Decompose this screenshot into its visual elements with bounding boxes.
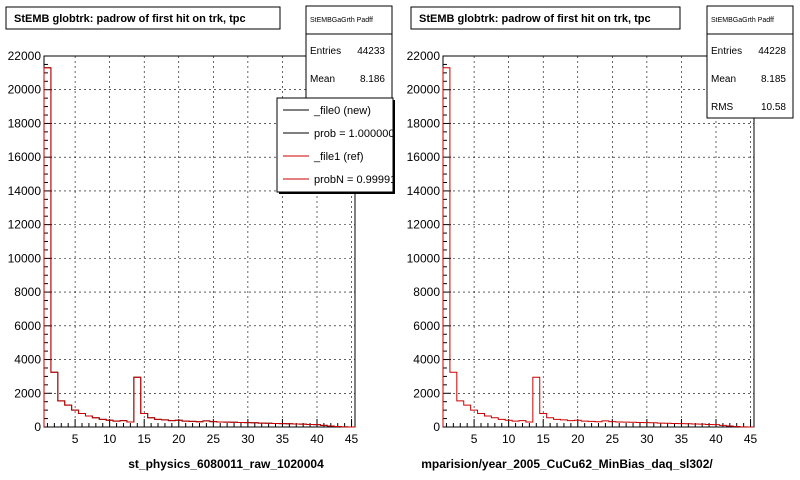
y-tick-label: 8000 <box>14 285 41 299</box>
stats-value-mean: 8.185 <box>761 74 786 85</box>
x-tick-label: 40 <box>310 432 324 446</box>
histogram-panel-2: 5 10 15 20 25 30 35 40 45 0 2000 4000 6000 8000 10000 1… <box>407 5 794 471</box>
legend-frame <box>276 97 394 193</box>
x-tick-label: 20 <box>571 432 585 446</box>
y-tick-label: 22000 <box>8 49 42 63</box>
stats-value-rms: 10.58 <box>761 102 786 113</box>
x-tick-label: 25 <box>606 432 620 446</box>
y-tick-label: 0 <box>433 420 440 434</box>
stats-box: StEMBGaGrth Padff Entries 44228 Mean 8.185 RM… <box>706 5 794 119</box>
y-tick-label: 6000 <box>413 319 440 333</box>
y-tick-label: 20000 <box>407 83 441 97</box>
y-tick-label: 22000 <box>407 49 441 63</box>
x-tick-label: 15 <box>138 432 152 446</box>
x-tick-label: 35 <box>675 432 689 446</box>
y-tick-label: 18000 <box>407 116 441 130</box>
x-tick-label: 40 <box>709 432 723 446</box>
x-tick-label: 35 <box>276 432 290 446</box>
plot-title: StEMB globtrk: padrow of first hit on tr… <box>419 13 651 25</box>
x-axis-title: st_physics_6080011_raw_1020004 <box>128 457 324 471</box>
y-tick-label: 4000 <box>14 353 41 367</box>
stats-box-frame <box>706 5 794 119</box>
x-axis-title: mparision/year_2005_CuCu62_MinBias_daq_s… <box>421 457 713 471</box>
x-tick-label: 25 <box>207 432 221 446</box>
title-box: StEMB globtrk: padrow of first hit on tr… <box>5 6 281 30</box>
legend-label-4: probN = 0.99991 <box>314 174 396 186</box>
title-box-frame <box>410 6 681 30</box>
x-tick-label: 20 <box>172 432 186 446</box>
y-tick-label: 14000 <box>8 184 42 198</box>
stats-value-entries: 44233 <box>357 46 385 57</box>
histogram-series-1 <box>442 67 754 428</box>
x-tick-label: 10 <box>502 432 516 446</box>
y-tick-label: 8000 <box>413 285 440 299</box>
title-box: StEMB globtrk: padrow of first hit on tr… <box>410 6 681 30</box>
x-tick-label: 30 <box>241 432 255 446</box>
y-tick-label: 2000 <box>413 386 440 400</box>
x-tick-label: 45 <box>345 432 359 446</box>
histogram-panel-1: 5 10 15 20 25 30 35 40 45 0 2000 4000 6000 8000 10000 1… <box>5 5 396 471</box>
stats-name: StEMBGaGrth Padff <box>310 17 373 24</box>
x-tick-label: 30 <box>640 432 654 446</box>
legend-entries: _file0 (new) prob = 1.000000 _file1 (ref) p… <box>283 105 396 186</box>
x-tick-label: 5 <box>471 432 478 446</box>
y-tick-label: 16000 <box>8 150 42 164</box>
stats-label-mean: Mean <box>711 74 736 85</box>
plot-title: StEMB globtrk: padrow of first hit on tr… <box>14 13 246 25</box>
stats-label-entries: Entries <box>711 46 742 57</box>
x-tick-label: 10 <box>103 432 117 446</box>
x-tick-label: 5 <box>72 432 79 446</box>
stats-label-mean: Mean <box>310 74 335 85</box>
y-tick-label: 2000 <box>14 386 41 400</box>
stats-label-rms: RMS <box>711 102 734 113</box>
x-tick-label: 15 <box>537 432 551 446</box>
stats-value-mean: 8.186 <box>360 74 385 85</box>
legend-label-1: _file0 (new) <box>313 105 371 117</box>
y-tick-label: 10000 <box>8 251 42 265</box>
y-tick-label: 6000 <box>14 319 41 333</box>
y-tick-label: 14000 <box>407 184 441 198</box>
y-tick-label: 0 <box>34 420 41 434</box>
stats-name: StEMBGaGrth Padff <box>711 17 774 24</box>
y-tick-label: 16000 <box>407 150 441 164</box>
y-tick-label: 20000 <box>8 83 42 97</box>
y-tick-label: 18000 <box>8 116 42 130</box>
y-tick-label: 4000 <box>413 353 440 367</box>
legend-box: _file0 (new) prob = 1.000000 _file1 (ref) p… <box>276 97 396 194</box>
title-box-frame <box>5 6 281 30</box>
y-tick-label: 12000 <box>8 218 42 232</box>
y-tick-label: 10000 <box>407 251 441 265</box>
stats-value-entries: 44228 <box>758 46 786 57</box>
histogram-series-2 <box>43 67 355 428</box>
legend-label-2: prob = 1.000000 <box>314 128 394 140</box>
legend-label-3: _file1 (ref) <box>313 151 364 163</box>
stats-label-entries: Entries <box>310 46 341 57</box>
x-tick-label: 45 <box>744 432 758 446</box>
y-tick-label: 12000 <box>407 218 441 232</box>
